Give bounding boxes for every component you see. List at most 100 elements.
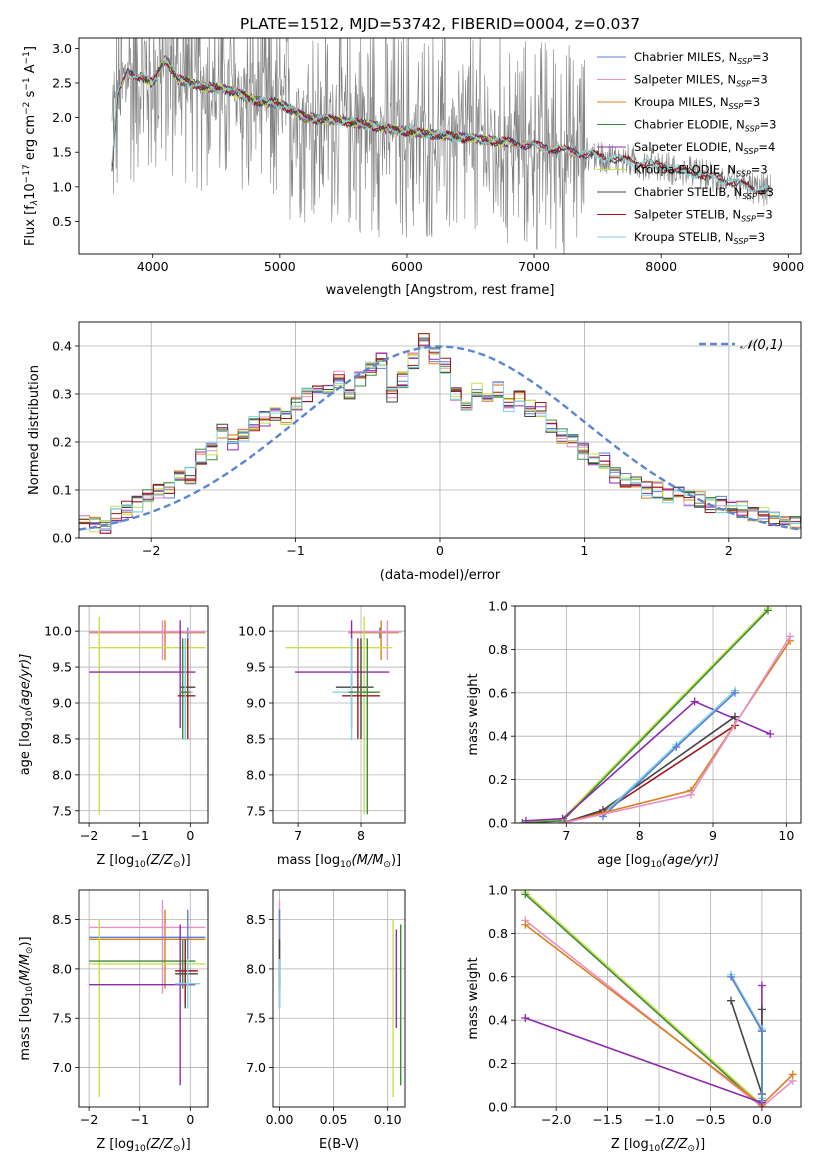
y-tick-label: 8.5 (246, 731, 266, 746)
spectrum-model-line (111, 58, 771, 196)
y-axis-label: age [log10(age/yr)] (18, 654, 35, 776)
series-marker (788, 1070, 797, 1079)
y-tick-label: 9.5 (52, 660, 72, 675)
x-tick-label: −2 (80, 828, 98, 843)
y-tick-label: 0.8 (488, 642, 508, 657)
x-tick-label: 9 (709, 828, 717, 843)
y-axis-label: Flux [fλ10−17 erg cm−2 s−1 A−1] (22, 46, 40, 246)
axes-frame (514, 889, 802, 1108)
series-line (524, 891, 763, 1106)
legend-label: Salpeter ELODIE, NSSP=4 (634, 140, 775, 156)
x-tick-label: 8000 (645, 259, 677, 274)
series-marker (522, 816, 530, 823)
y-tick-label: 0.4 (488, 1013, 508, 1028)
panels: 4000 5000 6000 7000 8000 90000.51.01.52.02.53… (18, 37, 804, 1154)
series-marker (757, 1096, 766, 1105)
y-tick-label: 0.0 (488, 1100, 508, 1115)
y-tick-label: 9.0 (52, 696, 72, 711)
series-marker (521, 1014, 530, 1023)
y-axis-label: mass weight (466, 673, 481, 755)
y-tick-label: 8.0 (246, 767, 266, 782)
x-tick-label: 0 (186, 1112, 194, 1127)
y-tick-label: 8.0 (52, 961, 72, 976)
y-tick-label: 8.5 (52, 912, 72, 927)
panel-mass_vs_ebv: 0.00 0.05 0.10 7.0 7.5 8.0 8.5 E(B-V) (246, 889, 406, 1152)
y-tick-label: 9.0 (246, 696, 266, 711)
series-marker (690, 697, 699, 706)
y-tick-label: 8.0 (52, 767, 72, 782)
x-tick-label: 7 (562, 828, 570, 843)
x-tick-label: 4000 (137, 259, 169, 274)
axes-frame (78, 889, 209, 1108)
series-marker (521, 920, 530, 929)
series-line (524, 919, 794, 1107)
y-tick-label: 7.5 (246, 1011, 266, 1026)
x-tick-label: 0.05 (320, 1112, 348, 1127)
axes-frame (514, 605, 802, 824)
y-tick-label: 10.0 (238, 624, 266, 639)
x-axis-label: mass [log10(M/M⊙)] (277, 853, 401, 870)
x-tick-label: 0 (436, 543, 444, 558)
plot-area (285, 616, 402, 815)
series-line (562, 724, 736, 823)
panel-mass_weight_vs_age: 7 8 9 10 0.0 0.2 0.4 0.6 0.8 1.0 age [log10(age/yr… (466, 599, 802, 870)
series-marker (727, 996, 736, 1005)
y-tick-label: 2.5 (52, 76, 72, 91)
y-tick-label: 1.0 (488, 883, 508, 898)
x-tick-label: −1 (130, 1112, 148, 1127)
y-tick-label: 0.3 (52, 387, 72, 402)
legend-label: Kroupa ELODIE, NSSP=3 (634, 163, 768, 179)
legend-label: Chabrier ELODIE, NSSP=3 (634, 118, 776, 134)
x-tick-label: −2 (142, 543, 160, 558)
x-tick-label: 10 (778, 828, 794, 843)
series-marker (757, 1005, 766, 1014)
x-tick-label: 6000 (391, 259, 423, 274)
y-tick-label: 0.5 (52, 214, 72, 229)
panel-age_vs_mass: 7 8 7.5 8.0 8.5 9.0 9.5 10.0 mass [log10(M/M⊙)] (238, 605, 406, 870)
series-marker (731, 688, 739, 697)
histogram-line (79, 333, 801, 533)
x-tick-label: 9000 (772, 259, 804, 274)
y-tick-label: 0.4 (488, 729, 508, 744)
y-tick-label: 0.1 (52, 483, 72, 498)
normal-curve (79, 345, 799, 531)
legend-label: Kroupa STELIB, NSSP=3 (634, 230, 765, 246)
series-marker (727, 972, 736, 981)
series-marker (757, 981, 766, 990)
y-tick-label: 0.6 (488, 969, 508, 984)
legend-label: Chabrier STELIB, NSSP=3 (634, 185, 774, 201)
spectrum-model-line (111, 58, 771, 193)
figure-title: PLATE=1512, MJD=53742, FIBERID=0004, z=0… (240, 15, 640, 33)
series-marker (764, 606, 772, 615)
y-tick-label: 1.5 (52, 145, 72, 160)
y-tick-label: 10.0 (44, 624, 72, 639)
plot-area (79, 333, 801, 534)
y-tick-label: 3.0 (52, 41, 72, 56)
series-marker (757, 1027, 766, 1036)
x-tick-label: −2 (80, 1112, 98, 1127)
plot-area (89, 616, 206, 815)
x-tick-label: 7000 (518, 259, 550, 274)
y-tick-label: 9.5 (246, 660, 266, 675)
legend-label: Kroupa MILES, NSSP=3 (634, 95, 760, 111)
axes-frame (272, 605, 406, 824)
series-marker (766, 730, 775, 739)
y-tick-label: 0.2 (52, 435, 72, 450)
y-tick-label: 7.0 (52, 1060, 72, 1075)
series-marker (731, 712, 739, 721)
x-axis-label: Z [log10(Z/Z⊙)] (96, 853, 190, 870)
spectrum-data-line (111, 38, 771, 254)
y-tick-label: 0.2 (488, 1056, 508, 1071)
x-axis-label: Z [log10(Z/Z⊙)] (611, 1137, 705, 1154)
y-axis-label: mass [log10(M/M⊙)] (18, 936, 35, 1060)
legend-label: 𝒩(0,1) (740, 338, 783, 353)
y-tick-label: 1.0 (488, 599, 508, 614)
x-tick-label: 0.0 (752, 1112, 772, 1127)
panel-residuals: −2 −1 0 1 2 0.0 0.1 0.2 0.3 0.4 𝒩(0,1) (data-model)… (27, 321, 802, 583)
x-tick-label: 0.00 (266, 1112, 294, 1127)
plot-area (278, 899, 402, 1098)
legend-label: Salpeter MILES, NSSP=3 (634, 73, 768, 89)
series-line (730, 1000, 763, 1095)
y-tick-label: 8.0 (246, 961, 266, 976)
y-tick-label: 2.0 (52, 110, 72, 125)
